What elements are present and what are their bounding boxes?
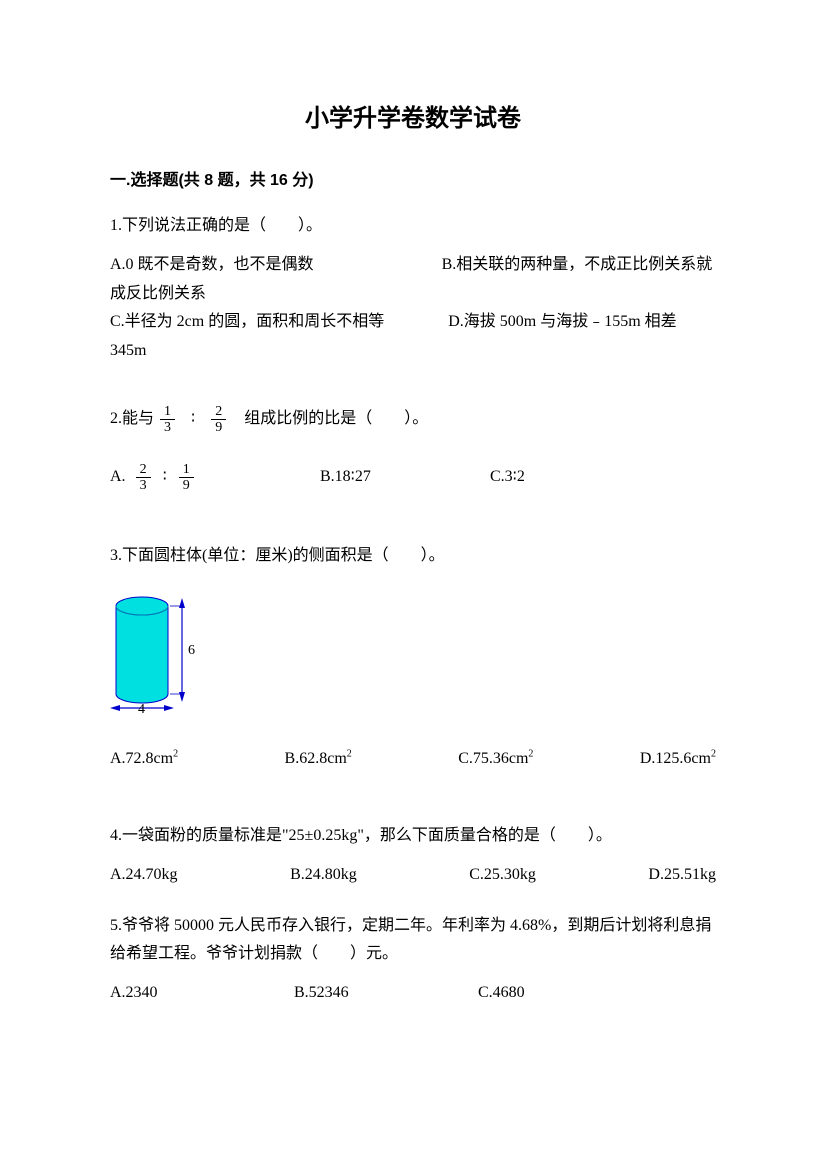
- q2-a-frac1-num: 2: [136, 462, 151, 478]
- q4-text: 4.一袋面粉的质量标准是"25±0.25kg"，那么下面质量合格的是（ ）。: [110, 822, 716, 851]
- q4-option-a: A.24.70kg: [110, 861, 178, 890]
- q3-option-b: B.62.8cm2: [285, 745, 352, 774]
- svg-text:4: 4: [138, 702, 145, 714]
- q2-option-c: C.3∶2: [490, 463, 525, 492]
- q2-frac1-num: 1: [160, 404, 175, 420]
- section-heading-1: 一.选择题(共 8 题，共 16 分): [110, 168, 716, 194]
- q2-a-frac2-den: 9: [179, 478, 194, 493]
- q4-option-d: D.25.51kg: [648, 861, 716, 890]
- q2-frac-2: 2 9: [211, 404, 226, 436]
- q5-option-c: C.4680: [478, 984, 525, 1001]
- q2-frac2-den: 9: [211, 420, 226, 435]
- question-5: 5.爷爷将 50000 元人民币存入银行，定期二年。年利率为 4.68%，到期后…: [110, 912, 716, 1008]
- question-1: 1.下列说法正确的是（ ）。 A.0 既不是奇数，也不是偶数 B.相关联的两种量…: [110, 212, 716, 366]
- q1-option-a: A.0 既不是奇数，也不是偶数: [110, 256, 314, 273]
- q3-options: A.72.8cm2 B.62.8cm2 C.75.36cm2 D.125.6cm…: [110, 745, 716, 774]
- q2-frac2-num: 2: [211, 404, 226, 420]
- question-4: 4.一袋面粉的质量标准是"25±0.25kg"，那么下面质量合格的是（ ）。 A…: [110, 822, 716, 890]
- q2-a-prefix: A.: [110, 463, 126, 492]
- q5-option-b: B.52346: [294, 979, 474, 1008]
- q3-text: 3.下面圆柱体(单位：厘米)的侧面积是（ ）。: [110, 542, 716, 571]
- q4-option-b: B.24.80kg: [290, 861, 357, 890]
- q3-option-a: A.72.8cm2: [110, 745, 178, 774]
- q2-option-b: B.18∶27: [320, 463, 490, 492]
- svg-text:6: 6: [188, 643, 195, 658]
- q2-option-a: A. 2 3 ∶ 1 9: [110, 462, 320, 494]
- q2-a-colon: ∶: [163, 463, 167, 492]
- q2-a-frac1: 2 3: [136, 462, 151, 494]
- q2-colon: ∶: [191, 405, 195, 434]
- q3-option-c: C.75.36cm2: [458, 745, 533, 774]
- q3-option-d: D.125.6cm2: [640, 745, 716, 774]
- q2-suffix: 组成比例的比是（ ）。: [244, 405, 428, 434]
- q2-a-frac1-den: 3: [136, 478, 151, 493]
- q1-option-c: C.半径为 2cm 的圆，面积和周长不相等: [110, 313, 384, 330]
- question-3: 3.下面圆柱体(单位：厘米)的侧面积是（ ）。 6 4 A.72.8cm2: [110, 542, 716, 774]
- q2-frac-1: 1 3: [160, 404, 175, 436]
- q2-text: 2.能与 1 3 ∶ 2 9 组成比例的比是（ ）。: [110, 404, 716, 436]
- cylinder-figure: 6 4: [110, 584, 716, 725]
- q1-text: 1.下列说法正确的是（ ）。: [110, 212, 716, 241]
- question-2: 2.能与 1 3 ∶ 2 9 组成比例的比是（ ）。 A. 2 3 ∶ 1 9 …: [110, 404, 716, 494]
- q5-options: A.2340 B.52346 C.4680: [110, 979, 716, 1008]
- q4-option-c: C.25.30kg: [469, 861, 536, 890]
- q5-option-a: A.2340: [110, 979, 290, 1008]
- q5-text: 5.爷爷将 50000 元人民币存入银行，定期二年。年利率为 4.68%，到期后…: [110, 912, 716, 970]
- q2-prefix: 2.能与: [110, 405, 154, 434]
- q4-options: A.24.70kg B.24.80kg C.25.30kg D.25.51kg: [110, 861, 716, 890]
- q2-a-frac2: 1 9: [179, 462, 194, 494]
- q2-a-frac2-num: 1: [179, 462, 194, 478]
- page-title: 小学升学卷数学试卷: [110, 100, 716, 138]
- q2-frac1-den: 3: [160, 420, 175, 435]
